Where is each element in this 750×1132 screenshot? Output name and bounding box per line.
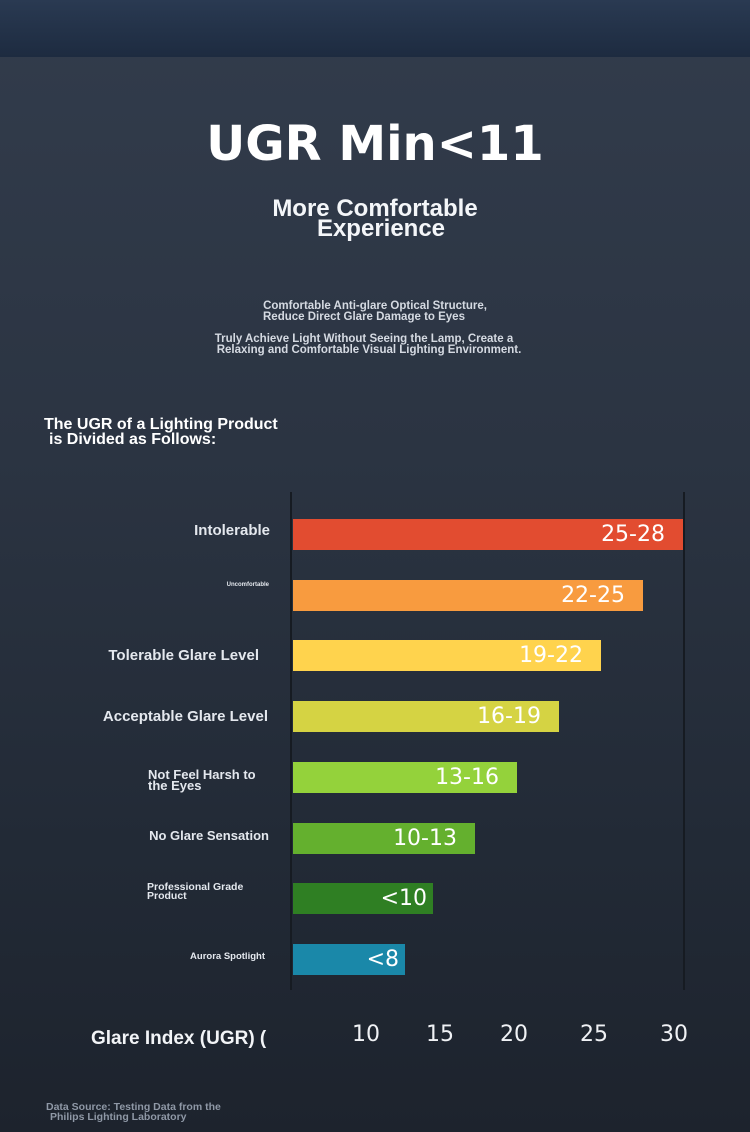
bar-1: 25-28 xyxy=(293,519,683,550)
category-label-text: Intolerable xyxy=(194,522,270,539)
bar-value-label: 13-16 xyxy=(435,765,499,790)
chart-intro-line-2: is Divided as Follows: xyxy=(49,431,217,448)
data-source-line-1: Data Source: Testing Data from the xyxy=(46,1101,221,1113)
page-title: UGR Min<11 xyxy=(206,116,544,172)
bar-6: 10-13 xyxy=(293,823,475,854)
category-label-text: Acceptable Glare Level xyxy=(102,708,268,725)
category-label-tolerable: Tolerable Glare Level xyxy=(108,647,259,664)
category-label-not-feel-harsh: Not Feel Harsh to the Eyes xyxy=(148,767,268,793)
category-label-professional: Professional Grade Product xyxy=(147,881,267,902)
x-tick-30: 30 xyxy=(660,1022,688,1047)
x-tick-25: 25 xyxy=(580,1022,608,1047)
x-tick-15: 15 xyxy=(426,1022,454,1047)
subtitle-line-1: More Comfortable xyxy=(272,195,478,222)
data-source: Data Source: Testing Data from the Phili… xyxy=(46,1101,221,1123)
bar-value-label: 25-28 xyxy=(601,522,665,547)
category-label-text: Aurora Spotlight xyxy=(190,951,265,962)
x-axis-label: Glare Index (UGR) ( xyxy=(91,1028,267,1049)
header-banner xyxy=(0,0,750,57)
description-2: Truly Achieve Light Without Seeing the L… xyxy=(0,333,750,356)
description-2-line-1: Truly Achieve Light Without Seeing the L… xyxy=(214,333,514,345)
y-axis-line xyxy=(290,492,292,990)
category-label-aurora: Aurora Spotlight xyxy=(190,951,265,962)
category-label-text: Professional Grade Product xyxy=(147,881,244,902)
category-label-no-glare: No Glare Sensation xyxy=(149,828,269,843)
category-label-text: Uncomfortable xyxy=(226,582,269,588)
category-label-intolerable: Intolerable xyxy=(194,522,270,539)
chart-intro-line-1: The UGR of a Lighting Product xyxy=(44,416,278,433)
bar-4: 16-19 xyxy=(293,701,559,732)
description-1-line-2: Reduce Direct Glare Damage to Eyes xyxy=(263,311,465,323)
category-label-text: Tolerable Glare Level xyxy=(108,647,259,664)
description-1-line-1: Comfortable Anti-glare Optical Structure… xyxy=(263,300,487,312)
bar-5: 13-16 xyxy=(293,762,517,793)
category-label-text: No Glare Sensation xyxy=(149,828,269,843)
bar-value-label: 10-13 xyxy=(393,826,457,851)
bar-2: 22-25 xyxy=(293,580,643,611)
description-2-line-2: Relaxing and Comfortable Visual Lighting… xyxy=(216,344,522,356)
bar-8: <8 xyxy=(293,944,405,975)
subtitle: More Comfortable Experience xyxy=(0,195,750,242)
category-label-acceptable: Acceptable Glare Level xyxy=(103,708,268,725)
chart-intro: The UGR of a Lighting Product is Divided… xyxy=(44,416,278,448)
bar-value-label: 16-19 xyxy=(477,704,541,729)
bar-value-label: 19-22 xyxy=(519,643,583,668)
description-1: Comfortable Anti-glare Optical Structure… xyxy=(0,300,750,323)
category-label-text: Not Feel Harsh to the Eyes xyxy=(148,767,256,793)
bar-value-label: <8 xyxy=(366,947,399,972)
subtitle-line-2: Experience xyxy=(316,215,446,242)
bar-value-label: 22-25 xyxy=(561,583,625,608)
bar-value-label: <10 xyxy=(380,886,427,911)
x-tick-20: 20 xyxy=(500,1022,528,1047)
bar-3: 19-22 xyxy=(293,640,601,671)
bar-7: <10 xyxy=(293,883,433,914)
x-tick-10: 10 xyxy=(352,1022,380,1047)
chart-right-border xyxy=(683,492,685,990)
data-source-line-2: Philips Lighting Laboratory xyxy=(50,1111,187,1123)
category-label-uncomfortable: Uncomfortable xyxy=(227,582,269,588)
